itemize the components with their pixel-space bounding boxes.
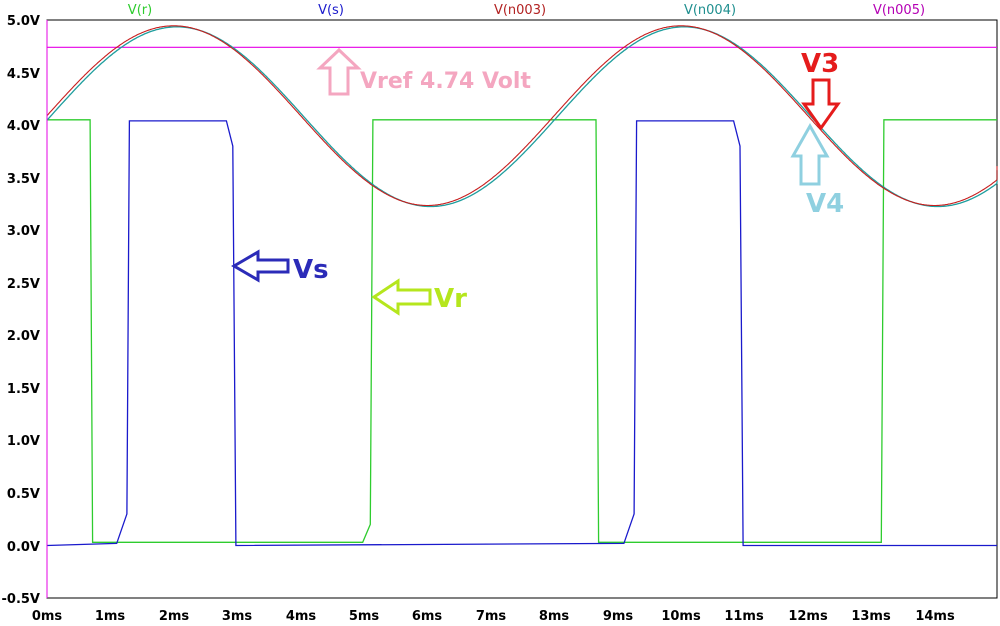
legend-item-vr: V(r) [128,3,152,18]
y-tick-label: 0.0V [7,540,40,555]
y-tick-label: 2.5V [7,277,40,292]
vref-label: Vref 4.74 Volt [360,69,531,94]
x-tick-label: 10ms [661,609,701,624]
series-vr-line [47,119,997,543]
x-tick-label: 3ms [222,609,253,624]
vr-label: Vr [434,284,467,314]
x-tick-label: 0ms [32,609,63,624]
x-tick-label: 5ms [349,609,380,624]
annotation-vs: Vs [231,249,329,285]
y-axis: 5.0V 4.5V 4.0V 3.5V 3.0V 2.5V 2.0V 1.5V … [2,14,41,607]
x-tick-label: 4ms [286,609,317,624]
x-tick-label: 11ms [724,609,764,624]
y-tick-label: 3.0V [7,224,40,239]
y-tick-label: -0.5V [2,592,41,607]
up-arrow-icon [316,47,362,96]
plot-frame [46,19,998,599]
x-tick-label: 9ms [603,609,634,624]
y-tick-label: 1.0V [7,434,40,449]
x-tick-label: 6ms [412,609,443,624]
x-tick-label: 12ms [788,609,828,624]
annotation-vr: Vr [371,278,467,316]
series-vn004-line [46,26,998,208]
x-tick-label: 1ms [95,609,126,624]
v4-label: V4 [806,189,844,219]
annotation-v3: V3 [801,49,841,131]
legend-item-vs: V(s) [318,3,344,18]
vs-label: Vs [293,255,329,285]
legend-item-vn003: V(n003) [494,3,546,18]
x-tick-label: 2ms [159,609,190,624]
annotation-vref: Vref 4.74 Volt [316,47,531,96]
x-tick-label: 8ms [539,609,570,624]
series-vn003-line [46,25,998,207]
x-tick-label: 13ms [851,609,891,624]
series-vs-line [46,120,997,547]
y-tick-label: 4.5V [7,67,40,82]
left-arrow-icon [231,249,290,283]
annotation-v4: V4 [790,122,844,219]
x-tick-label: 14ms [915,609,955,624]
y-tick-label: 5.0V [7,14,40,29]
y-tick-label: 1.5V [7,382,40,397]
y-tick-label: 3.5V [7,172,40,187]
x-tick-label: 7ms [476,609,507,624]
legend: V(r) V(s) V(n003) V(n004) V(n005) [128,3,925,18]
y-tick-label: 0.5V [7,487,40,502]
legend-item-vn005: V(n005) [873,3,925,18]
v3-label: V3 [801,49,839,79]
down-arrow-icon [801,78,841,131]
up-arrow-icon [790,122,830,186]
y-tick-label: 2.0V [7,329,40,344]
left-arrow-icon [371,278,432,316]
legend-item-vn004: V(n004) [684,3,736,18]
x-axis: 0ms 1ms 2ms 3ms 4ms 5ms 6ms 7ms 8ms 9ms … [32,609,955,624]
series-layer [46,25,998,547]
y-tick-label: 4.0V [7,119,40,134]
